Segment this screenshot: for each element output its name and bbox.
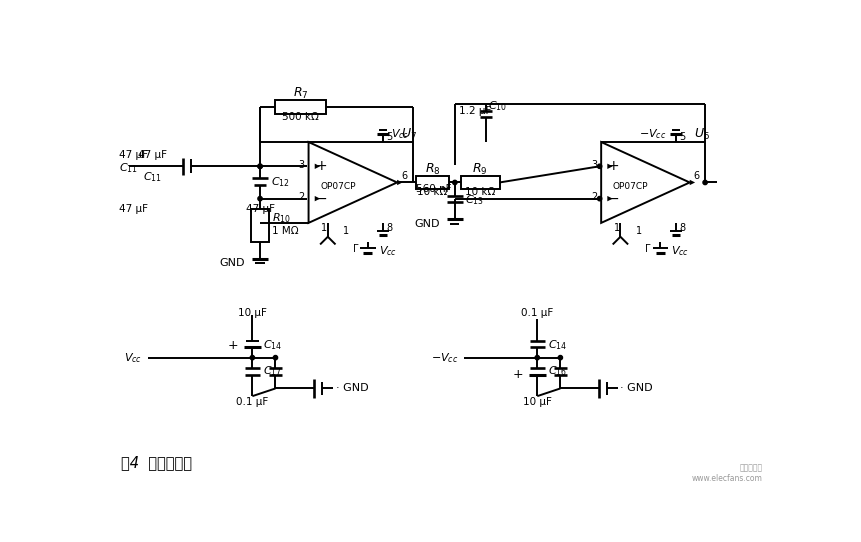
Text: $R_8$: $R_8$ [424,162,440,177]
Text: 1: 1 [613,223,619,233]
Text: $V_{cc}$: $V_{cc}$ [391,127,408,141]
Text: 3: 3 [591,160,597,170]
Circle shape [257,164,262,169]
Polygon shape [314,196,319,201]
Text: · GND: · GND [335,383,368,393]
Text: $C_{11}$: $C_{11}$ [143,170,162,184]
Circle shape [702,180,707,185]
Polygon shape [314,164,319,169]
Circle shape [273,356,277,360]
Bar [416,176,449,189]
Text: 0.1 μF: 0.1 μF [521,308,553,318]
Text: 500 kΩ: 500 kΩ [282,112,319,122]
Text: $C_{16}$: $C_{16}$ [548,365,567,378]
Text: $\Gamma$: $\Gamma$ [644,242,651,254]
Text: $C_{11}$: $C_{11}$ [119,161,138,175]
Text: 47 μF: 47 μF [138,150,166,160]
Text: $V_{cc}$: $V_{cc}$ [124,351,142,365]
Text: $-V_{cc}$: $-V_{cc}$ [430,351,457,365]
Text: 1 MΩ: 1 MΩ [271,226,298,236]
Text: · GND: · GND [620,383,653,393]
Text: $R_9$: $R_9$ [472,162,487,177]
Text: $U_7$: $U_7$ [400,127,417,142]
Polygon shape [607,196,612,201]
Text: +: + [512,368,523,381]
Text: $R_{10}$: $R_{10}$ [271,211,290,225]
Text: 8: 8 [386,223,392,233]
Text: −: − [607,192,618,205]
Text: 5: 5 [678,132,684,141]
Text: 47 μF: 47 μF [119,204,148,214]
Text: 2: 2 [591,192,597,202]
Text: 10 μF: 10 μF [238,308,267,318]
Text: 1: 1 [635,225,641,236]
Text: 1: 1 [343,225,349,236]
Text: GND: GND [413,219,439,229]
Text: 6: 6 [693,171,699,180]
Text: 0.1 μF: 0.1 μF [236,397,268,407]
Circle shape [257,197,262,201]
Text: 电子发烧友
www.elecfans.com: 电子发烧友 www.elecfans.com [691,463,762,483]
Text: $-V_{cc}$: $-V_{cc}$ [639,127,666,141]
Text: +: + [607,159,618,173]
Circle shape [257,164,262,169]
Text: 1: 1 [320,223,326,233]
Circle shape [597,164,601,169]
Text: +: + [227,339,238,352]
Text: 47 μF: 47 μF [245,204,275,214]
Text: $\Gamma$: $\Gamma$ [351,242,359,254]
Text: 6: 6 [400,171,406,180]
Bar [251,209,269,242]
Text: −: − [315,192,326,205]
Text: 47 μF: 47 μF [119,150,148,160]
Circle shape [452,180,456,185]
Text: $C_{13}$: $C_{13}$ [464,193,483,207]
Text: 1.2 μF: 1.2 μF [458,106,491,116]
Text: 8: 8 [678,223,684,233]
Bar [461,176,499,189]
Text: $V_{cc}$: $V_{cc}$ [671,244,689,257]
Text: +: + [315,159,326,173]
Text: 10 μF: 10 μF [523,397,551,407]
Text: 560 nF: 560 nF [415,184,450,193]
Text: $U_5$: $U_5$ [693,127,709,142]
Text: 2: 2 [298,192,304,202]
Text: $C_{17}$: $C_{17}$ [263,365,282,378]
Text: $C_{12}$: $C_{12}$ [270,175,289,189]
Text: 图4  带通滤波器: 图4 带通滤波器 [121,455,192,470]
Text: $V_{cc}$: $V_{cc}$ [378,244,396,257]
Polygon shape [397,180,402,185]
Text: OP07CP: OP07CP [319,182,355,191]
Text: $C_{10}$: $C_{10}$ [487,99,506,113]
Circle shape [535,356,539,360]
Text: OP07CP: OP07CP [612,182,647,191]
Text: 10 kΩ: 10 kΩ [417,188,447,197]
Circle shape [597,197,601,201]
Polygon shape [689,180,694,185]
Text: $C_{14}$: $C_{14}$ [263,338,282,352]
Text: $C_{14}$: $C_{14}$ [548,338,567,352]
Polygon shape [607,164,612,169]
Text: 10 kΩ: 10 kΩ [465,188,495,197]
Text: GND: GND [219,259,245,268]
Circle shape [558,356,562,360]
Bar [276,100,325,114]
Circle shape [250,356,254,360]
Text: $R_7$: $R_7$ [293,86,308,101]
Text: 3: 3 [298,160,304,170]
Text: 5: 5 [386,132,392,141]
